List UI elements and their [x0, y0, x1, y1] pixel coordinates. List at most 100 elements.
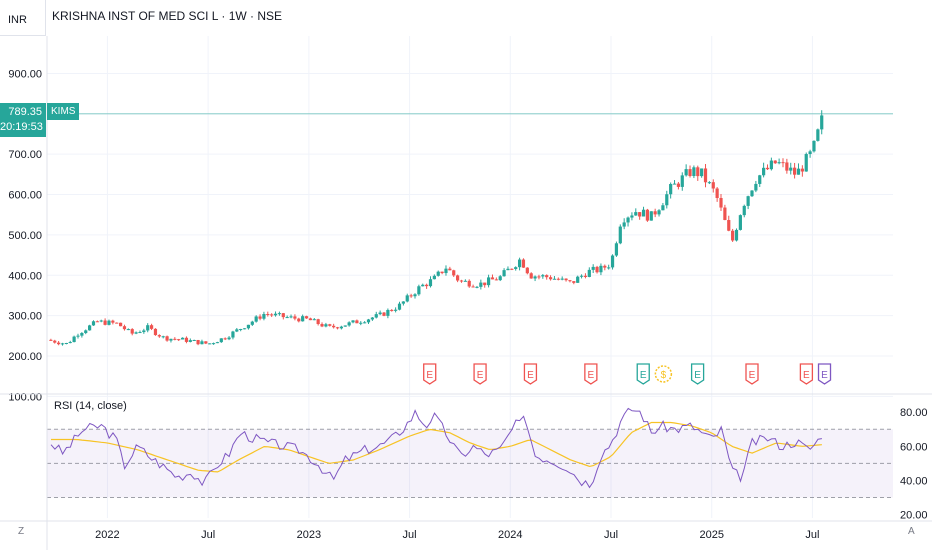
- candle-body: [204, 341, 208, 344]
- earnings-marker[interactable]: E: [690, 363, 705, 385]
- candle-body: [196, 339, 200, 345]
- candle-body: [270, 314, 274, 316]
- candle-body: [591, 266, 595, 270]
- earnings-marker[interactable]: E: [523, 363, 538, 385]
- earnings-marker[interactable]: E: [423, 363, 437, 385]
- candle-body: [583, 275, 588, 277]
- candle-body: [552, 278, 557, 280]
- candle-body: [719, 198, 723, 208]
- dividend-marker[interactable]: $: [654, 365, 673, 383]
- candle-body: [84, 330, 88, 334]
- candle-body: [115, 322, 119, 324]
- candle-body: [339, 326, 343, 329]
- candle-body: [610, 255, 615, 268]
- candle-body: [177, 339, 181, 341]
- earnings-marker[interactable]: E: [473, 363, 487, 385]
- x-tick-label: 2025: [699, 529, 723, 541]
- x-tick-label: 2024: [498, 529, 522, 541]
- timezone-button[interactable]: Z: [18, 526, 25, 537]
- candle-body: [335, 327, 340, 329]
- candle-body: [111, 320, 115, 323]
- candle-body: [122, 326, 127, 330]
- candle-body: [572, 281, 576, 283]
- rsi-tick-label: 80.00: [900, 407, 928, 419]
- candle-body: [793, 167, 797, 175]
- candle-body: [440, 271, 444, 274]
- candle-body: [53, 340, 57, 343]
- rsi-label[interactable]: RSI (14, close): [54, 400, 127, 412]
- candle-body: [475, 286, 479, 288]
- candle-body: [421, 284, 425, 287]
- candle-body: [146, 325, 150, 331]
- candle-body: [653, 211, 657, 215]
- candle-body: [742, 205, 746, 216]
- candle-body: [417, 286, 421, 295]
- rsi-line: [50, 407, 822, 489]
- candle-body: [316, 319, 320, 325]
- candle-body: [91, 321, 96, 326]
- candle-body: [738, 215, 742, 230]
- candle-body: [138, 332, 142, 334]
- candle-body: [781, 162, 785, 164]
- y-tick-label: 300.00: [8, 311, 42, 323]
- candle-body: [622, 222, 626, 227]
- candle-body: [789, 167, 793, 171]
- earnings-marker[interactable]: E: [745, 363, 759, 385]
- candle-body: [351, 320, 355, 323]
- candle-body: [169, 338, 173, 341]
- candle-body: [250, 321, 254, 325]
- candle-body: [386, 309, 390, 316]
- candle-body: [126, 329, 130, 331]
- auto-scale-button[interactable]: A: [908, 526, 915, 537]
- candle-body: [57, 342, 61, 345]
- candle-body: [556, 278, 560, 280]
- y-tick-label: 900.00: [8, 68, 42, 80]
- candle-body: [490, 277, 495, 280]
- candle-body: [669, 184, 673, 195]
- candle-body: [332, 325, 336, 328]
- candle-body: [533, 276, 537, 279]
- event-label: E: [426, 370, 433, 381]
- candle-body: [800, 168, 804, 172]
- candle-body: [634, 212, 638, 216]
- candle-body: [548, 277, 553, 280]
- candle-body: [456, 275, 460, 281]
- candle-body: [409, 295, 413, 297]
- earnings-marker[interactable]: E: [584, 363, 598, 385]
- candle-body: [153, 328, 158, 336]
- event-markers[interactable]: E E E E E $ E E E E: [423, 363, 832, 385]
- candle-body: [514, 267, 518, 269]
- candle-body: [134, 332, 138, 334]
- candle-body: [498, 276, 502, 281]
- candle-body: [211, 343, 216, 345]
- candle-body: [107, 320, 111, 325]
- candle-body: [645, 209, 650, 221]
- candle-body: [76, 335, 80, 337]
- candle-body: [390, 309, 394, 311]
- candle-body: [607, 267, 611, 269]
- earnings-marker[interactable]: E: [636, 363, 650, 385]
- currency-label[interactable]: INR: [0, 0, 46, 36]
- candle-body: [769, 160, 773, 170]
- candle-body: [479, 282, 483, 287]
- candle-body: [370, 317, 374, 320]
- candle-body: [649, 211, 653, 221]
- rsi-ma-line: [51, 421, 822, 473]
- candle-body: [459, 280, 464, 282]
- earnings-marker[interactable]: E: [799, 363, 814, 385]
- earnings-marker[interactable]: E: [817, 363, 832, 385]
- y-tick-label: 200.00: [8, 351, 42, 363]
- candle-body: [696, 167, 700, 177]
- candle-body: [432, 275, 436, 280]
- x-tick-label: Jul: [201, 529, 215, 541]
- candle-body: [304, 316, 309, 319]
- candle-body: [773, 160, 777, 164]
- candle-body: [413, 294, 417, 297]
- candle-body: [436, 271, 440, 276]
- candle-body: [208, 343, 212, 345]
- event-label: E: [588, 370, 595, 381]
- rsi-tick-label: 20.00: [900, 510, 928, 522]
- candle-body: [161, 336, 165, 338]
- candle-body: [676, 183, 681, 187]
